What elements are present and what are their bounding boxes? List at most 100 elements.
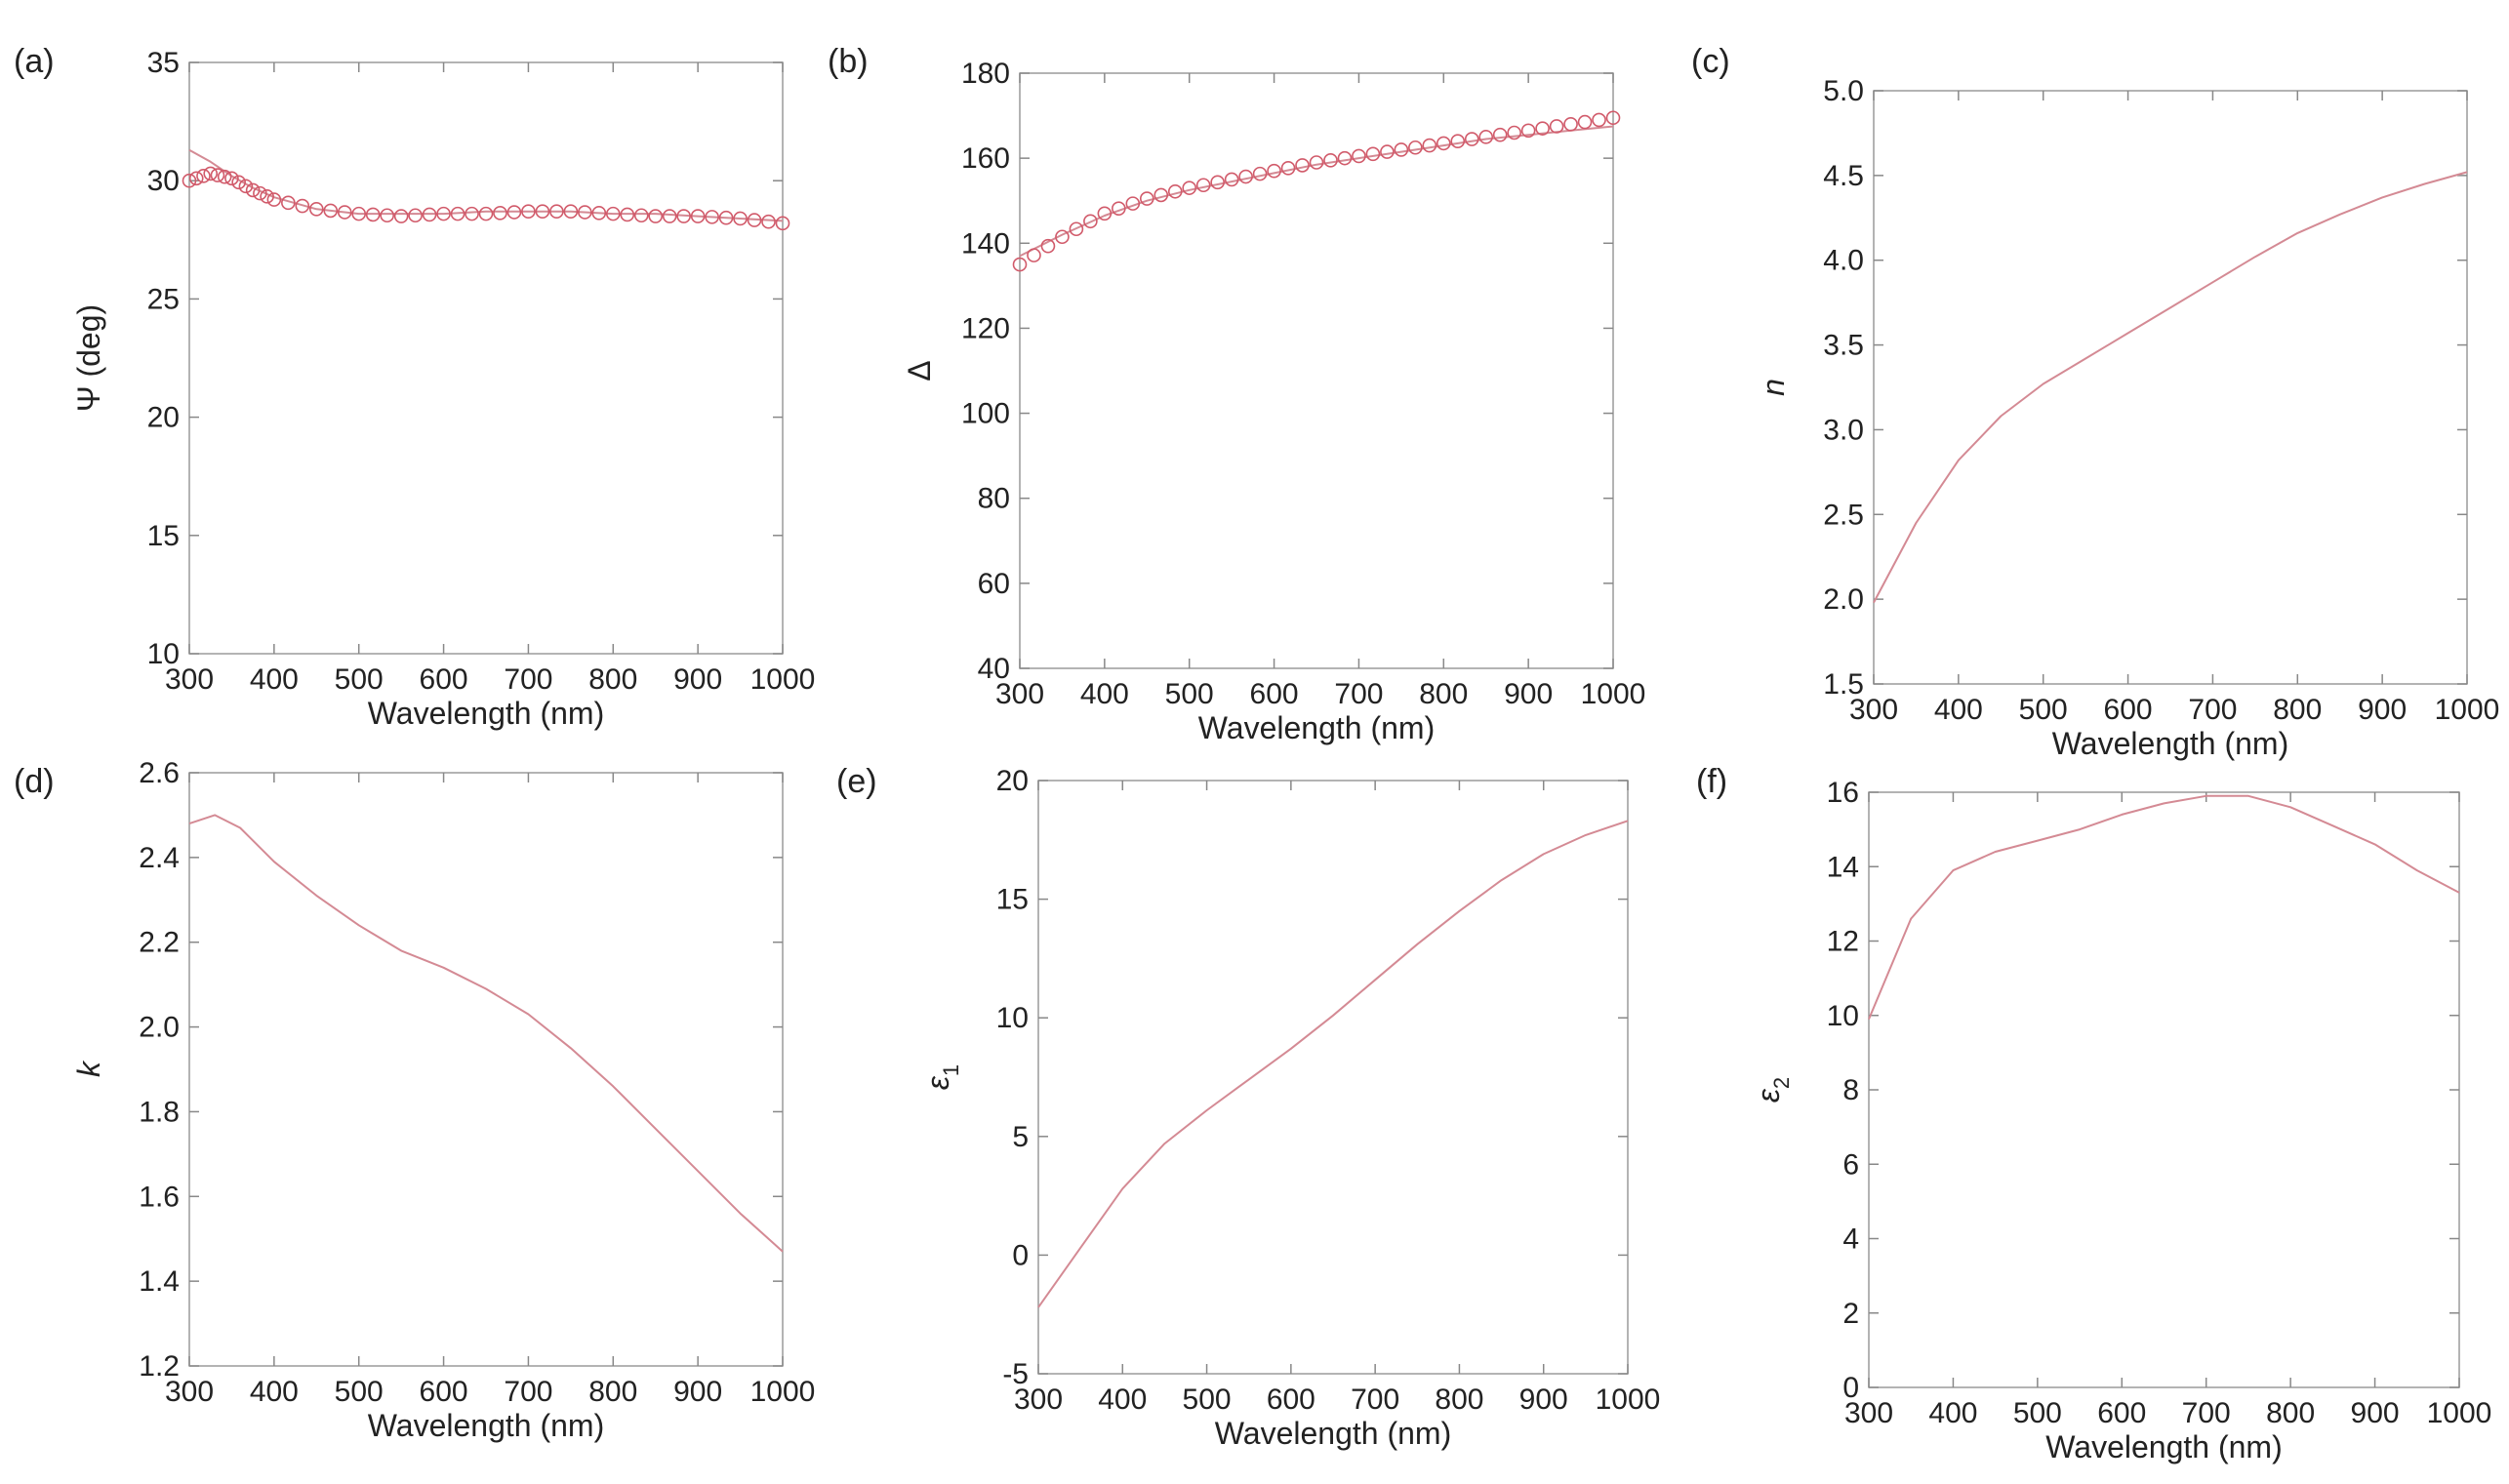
y-tick-label: 100: [961, 398, 1010, 430]
data-point: [676, 209, 691, 223]
y-axis-title: Ψ (deg): [71, 304, 106, 412]
data-point: [422, 207, 437, 222]
x-tick-label: 700: [504, 663, 552, 696]
data-point: [1422, 138, 1437, 153]
panel-label: (b): [828, 43, 869, 80]
data-point: [351, 206, 367, 221]
x-axis-title: Wavelength (nm): [368, 696, 604, 731]
y-tick-label: 4: [1842, 1223, 1859, 1256]
data-point: [1195, 178, 1211, 193]
x-tick-label: 900: [1519, 1384, 1568, 1416]
data-point: [203, 166, 219, 181]
data-point: [365, 207, 381, 222]
data-point: [1535, 121, 1550, 136]
series-line: [1868, 794, 2460, 1020]
data-point: [733, 211, 748, 226]
data-point: [1055, 229, 1070, 245]
data-point: [196, 169, 211, 183]
y-tick-label: 120: [961, 312, 1010, 344]
panel-e: (e) 300 400 500 600 700 800 900 1000 -5 0 5 10 15 20 Wa…: [836, 763, 1660, 1451]
x-tick-label: 700: [2188, 694, 2237, 726]
data-point: [1139, 191, 1154, 206]
data-point: [747, 213, 762, 227]
y-axis-title: Δ: [902, 360, 937, 381]
x-tick-label: 900: [673, 663, 722, 696]
data-point: [1507, 125, 1521, 140]
data-point: [1549, 119, 1564, 134]
x-tick-label: 500: [2019, 694, 2068, 726]
panel-label: (d): [14, 763, 55, 800]
series-line: [1037, 820, 1629, 1308]
x-axis-title: Wavelength (nm): [2052, 726, 2288, 761]
x-tick-label: 800: [2266, 1397, 2315, 1429]
x-tick-label: 500: [335, 663, 384, 696]
data-point: [578, 205, 592, 220]
x-tick-label: 300: [1014, 1384, 1063, 1416]
data-point: [521, 204, 536, 220]
data-point: [1295, 158, 1310, 173]
data-point: [1182, 180, 1197, 195]
data-point: [1365, 146, 1381, 162]
y-axis-title-subscript: 2: [1769, 1077, 1794, 1089]
x-tick-label: 600: [420, 663, 468, 696]
x-tick-label: 400: [1098, 1384, 1147, 1416]
data-point: [1167, 183, 1183, 199]
x-tick-label: 400: [1080, 678, 1129, 710]
x-tick-label: 900: [2358, 694, 2407, 726]
data-point: [705, 210, 719, 224]
data-point: [281, 195, 296, 211]
x-tick-label: 600: [1267, 1384, 1315, 1416]
data-point: [380, 208, 394, 223]
data-point: [1210, 175, 1225, 190]
data-point: [408, 208, 423, 223]
data-point: [1069, 221, 1084, 237]
data-point: [308, 201, 324, 217]
y-tick-label: 2: [1842, 1298, 1859, 1330]
data-point: [549, 204, 564, 220]
y-axis-title: k: [71, 1060, 106, 1077]
data-point: [1309, 155, 1324, 170]
y-tick-label: 6: [1842, 1148, 1859, 1181]
data-point: [493, 206, 507, 221]
data-point: [1012, 257, 1028, 272]
data-point: [1027, 248, 1041, 262]
y-tick-label: 0: [1012, 1239, 1029, 1271]
x-tick-label: 900: [1504, 678, 1553, 710]
data-point: [662, 209, 677, 223]
x-tick-label: 300: [1849, 694, 1898, 726]
y-tick-label: 0: [1842, 1372, 1859, 1404]
x-tick-label: 600: [420, 1376, 468, 1408]
data-point: [465, 206, 479, 221]
panel-b: (b) 300 400 500 600 700 800 900 1000 40 60 80 100 120…: [828, 43, 1645, 745]
y-tick-label: 5: [1012, 1121, 1029, 1153]
x-tick-label: 300: [1844, 1397, 1893, 1429]
data-point: [506, 205, 522, 220]
x-tick-label: 1000: [2427, 1397, 2492, 1429]
y-tick-label: 10: [1827, 1000, 1859, 1032]
data-point: [1436, 136, 1451, 151]
y-tick-label: 160: [961, 142, 1010, 175]
x-tick-label: 1000: [2435, 694, 2500, 726]
data-point: [1605, 110, 1621, 126]
data-point: [1323, 153, 1338, 168]
data-point: [266, 192, 282, 207]
data-point: [1380, 144, 1395, 159]
y-tick-label: 1.2: [139, 1350, 180, 1383]
data-point: [1450, 134, 1466, 149]
x-tick-label: 800: [588, 663, 637, 696]
data-point: [620, 207, 635, 222]
y-tick-label: 80: [978, 483, 1010, 515]
data-point: [323, 203, 339, 219]
y-tick-label: 3.0: [1823, 414, 1864, 446]
x-tick-label: 300: [995, 678, 1044, 710]
x-tick-label: 300: [165, 663, 214, 696]
data-point: [563, 204, 579, 220]
x-axis-title: Wavelength (nm): [368, 1408, 604, 1443]
y-tick-label: 1.6: [139, 1181, 180, 1213]
y-tick-label: 30: [147, 165, 180, 197]
panel-f: (f) 300 400 500 600 700 800 900 1000 0 2 4 6 8 10 12 14 1…: [1696, 763, 2491, 1464]
data-point: [690, 209, 706, 223]
x-tick-label: 600: [2097, 1397, 2146, 1429]
x-tick-label: 900: [673, 1376, 722, 1408]
